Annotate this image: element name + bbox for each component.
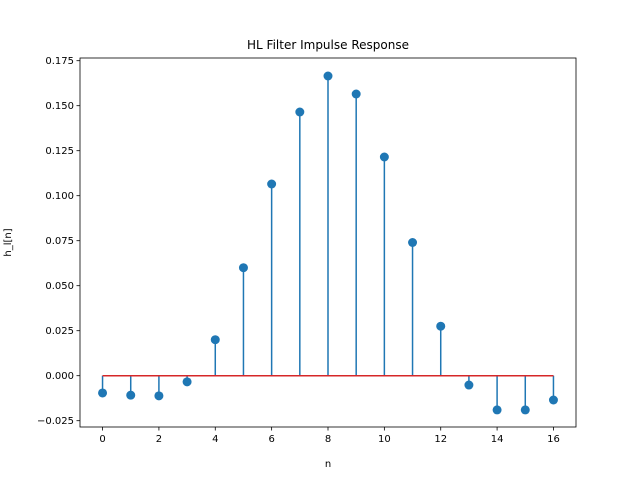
x-axis-label: n	[325, 459, 331, 470]
stem-marker	[323, 71, 333, 81]
x-tick-label: 0	[99, 434, 105, 445]
y-tick-label: −0.025	[37, 416, 74, 427]
y-tick-label: 0.000	[45, 371, 74, 382]
x-tick-label: 12	[434, 434, 447, 445]
x-tick-label: 16	[547, 434, 560, 445]
y-tick-label: 0.125	[45, 146, 74, 157]
stem-marker	[520, 405, 530, 415]
stem-marker	[492, 405, 502, 415]
stem-marker	[154, 391, 164, 401]
stem-marker	[182, 377, 192, 387]
y-tick-label: 0.150	[45, 101, 74, 112]
stem-markers	[98, 71, 558, 415]
y-tick-label: 0.100	[45, 191, 74, 202]
stem-marker	[295, 107, 305, 117]
x-tick-label: 4	[212, 434, 218, 445]
stem-marker	[98, 388, 108, 398]
x-tick-label: 14	[491, 434, 504, 445]
stem-marker	[408, 238, 418, 247]
stem-marker	[351, 89, 361, 99]
stem-marker	[548, 395, 558, 405]
stem-marker	[126, 390, 136, 400]
y-tick-label: 0.175	[45, 56, 74, 67]
y-tick-label: 0.075	[45, 236, 74, 247]
x-tick-label: 2	[156, 434, 162, 445]
y-axis: −0.025 0.000 0.025 0.050 0.075 0.100 0.125 0.15…	[37, 56, 80, 427]
x-tick-label: 8	[325, 434, 331, 445]
stem-marker	[210, 335, 220, 345]
y-axis-label: h_l[n]	[3, 228, 14, 256]
x-tick-label: 6	[268, 434, 274, 445]
x-axis: 0 2 4 6 8 10 12 14 16	[99, 427, 560, 445]
stem-marker	[267, 179, 277, 189]
stem-marker	[464, 380, 474, 390]
y-tick-label: 0.050	[45, 281, 74, 292]
stem-marker	[436, 321, 446, 331]
y-tick-label: 0.025	[45, 326, 74, 337]
stem-marker	[238, 263, 248, 273]
chart-title: HL Filter Impulse Response	[247, 38, 409, 52]
stem-marker	[379, 152, 389, 162]
x-tick-label: 10	[378, 434, 391, 445]
plot-frame	[79, 57, 577, 428]
